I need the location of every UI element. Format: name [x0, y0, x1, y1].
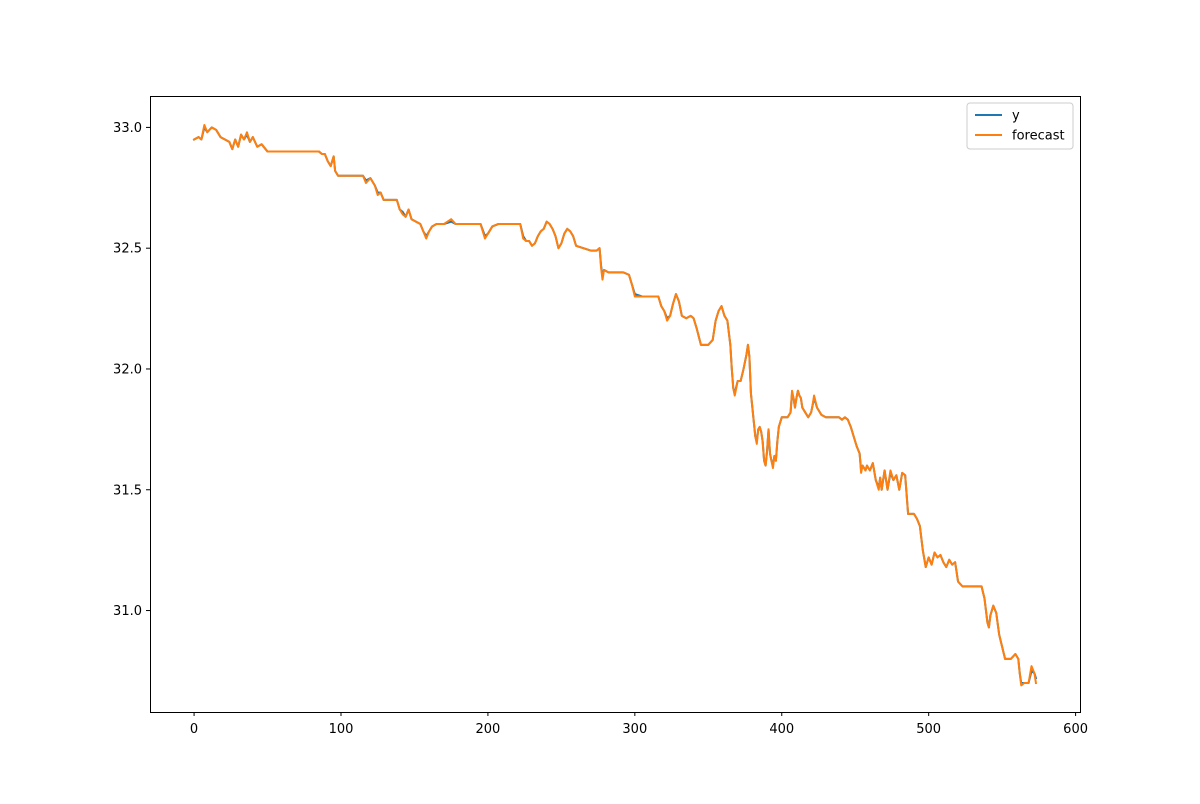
- x-tick-label: 100: [329, 722, 354, 737]
- y-tick-label: 32.5: [113, 242, 142, 257]
- legend-label-y: y: [1012, 109, 1020, 124]
- x-tick-label: 400: [769, 722, 794, 737]
- y-axis: 31.0 31.5 32.0 32.5 33.0: [113, 121, 150, 619]
- series-line-forecast: [192, 123, 1038, 687]
- y-tick-label: 31.5: [113, 483, 142, 498]
- legend-label-forecast: forecast: [1012, 129, 1065, 144]
- x-tick-label: 0: [190, 722, 198, 737]
- x-axis: 0 100 200 300 400 500 600: [190, 712, 1088, 737]
- y-tick-label: 31.0: [113, 604, 142, 619]
- y-tick-label: 33.0: [113, 121, 142, 136]
- plot-frame: [150, 96, 1081, 713]
- series-layer: [192, 123, 1038, 687]
- x-tick-label: 200: [476, 722, 501, 737]
- x-tick-label: 300: [622, 722, 647, 737]
- legend: y forecast: [966, 102, 1074, 150]
- y-tick-label: 32.0: [113, 362, 142, 377]
- x-tick-label: 600: [1063, 722, 1088, 737]
- x-tick-label: 500: [916, 722, 941, 737]
